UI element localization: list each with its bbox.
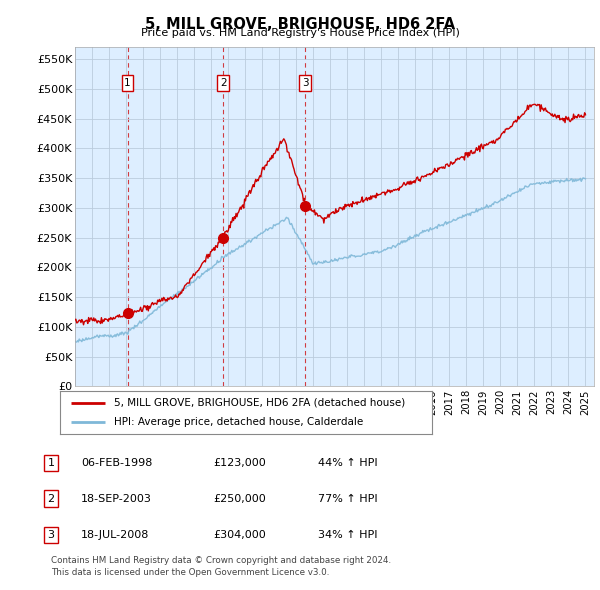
Text: 2: 2 [47, 494, 55, 503]
Text: 44% ↑ HPI: 44% ↑ HPI [318, 458, 377, 468]
Text: 34% ↑ HPI: 34% ↑ HPI [318, 530, 377, 540]
Text: Price paid vs. HM Land Registry's House Price Index (HPI): Price paid vs. HM Land Registry's House … [140, 28, 460, 38]
Text: £304,000: £304,000 [213, 530, 266, 540]
Text: 5, MILL GROVE, BRIGHOUSE, HD6 2FA (detached house): 5, MILL GROVE, BRIGHOUSE, HD6 2FA (detac… [114, 398, 405, 408]
Text: £123,000: £123,000 [213, 458, 266, 468]
Text: 1: 1 [124, 78, 131, 88]
Text: HPI: Average price, detached house, Calderdale: HPI: Average price, detached house, Cald… [114, 417, 363, 427]
Text: 3: 3 [47, 530, 55, 540]
Text: 77% ↑ HPI: 77% ↑ HPI [318, 494, 377, 503]
Text: 1: 1 [47, 458, 55, 468]
Text: 18-SEP-2003: 18-SEP-2003 [81, 494, 152, 503]
Text: 2: 2 [220, 78, 227, 88]
Text: 3: 3 [302, 78, 309, 88]
Text: 18-JUL-2008: 18-JUL-2008 [81, 530, 149, 540]
Text: 06-FEB-1998: 06-FEB-1998 [81, 458, 152, 468]
Text: 5, MILL GROVE, BRIGHOUSE, HD6 2FA: 5, MILL GROVE, BRIGHOUSE, HD6 2FA [145, 17, 455, 31]
Text: £250,000: £250,000 [213, 494, 266, 503]
Text: Contains HM Land Registry data © Crown copyright and database right 2024.
This d: Contains HM Land Registry data © Crown c… [51, 556, 391, 577]
